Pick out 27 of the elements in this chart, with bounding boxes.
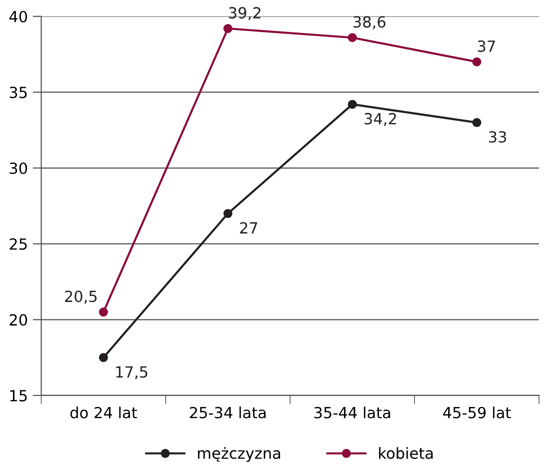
data-label: 33 xyxy=(489,131,506,143)
point xyxy=(223,24,232,34)
point xyxy=(472,118,482,128)
data-label: 17,5 xyxy=(116,366,148,380)
data-label: 37 xyxy=(478,40,495,52)
legend-label: kobieta xyxy=(379,447,433,459)
y-tick-label: 40 xyxy=(9,10,28,22)
point xyxy=(98,353,108,362)
data-label: 34,2 xyxy=(364,112,396,126)
data-label: 20,5 xyxy=(65,290,97,304)
point xyxy=(98,308,108,317)
point xyxy=(472,57,482,66)
data-label: 38,6 xyxy=(354,16,386,30)
point xyxy=(348,100,357,109)
x-tick-label: 45-59 lat xyxy=(443,406,511,418)
y-tick-label: 20 xyxy=(10,314,28,326)
y-tick-label: 15 xyxy=(10,390,27,402)
point xyxy=(348,33,357,42)
y-tick-label: 35 xyxy=(10,86,27,98)
y-tick-label: 30 xyxy=(10,162,28,174)
data-label: 27 xyxy=(240,222,258,234)
x-tick-label: 25-34 lata xyxy=(190,406,266,418)
x-tick-label: 35-44 lata xyxy=(314,406,390,418)
x-tick-label: do 24 lat xyxy=(70,406,137,418)
legend-label: mężczyzna xyxy=(198,447,280,462)
point xyxy=(223,208,232,218)
y-tick-label: 25 xyxy=(10,238,27,250)
